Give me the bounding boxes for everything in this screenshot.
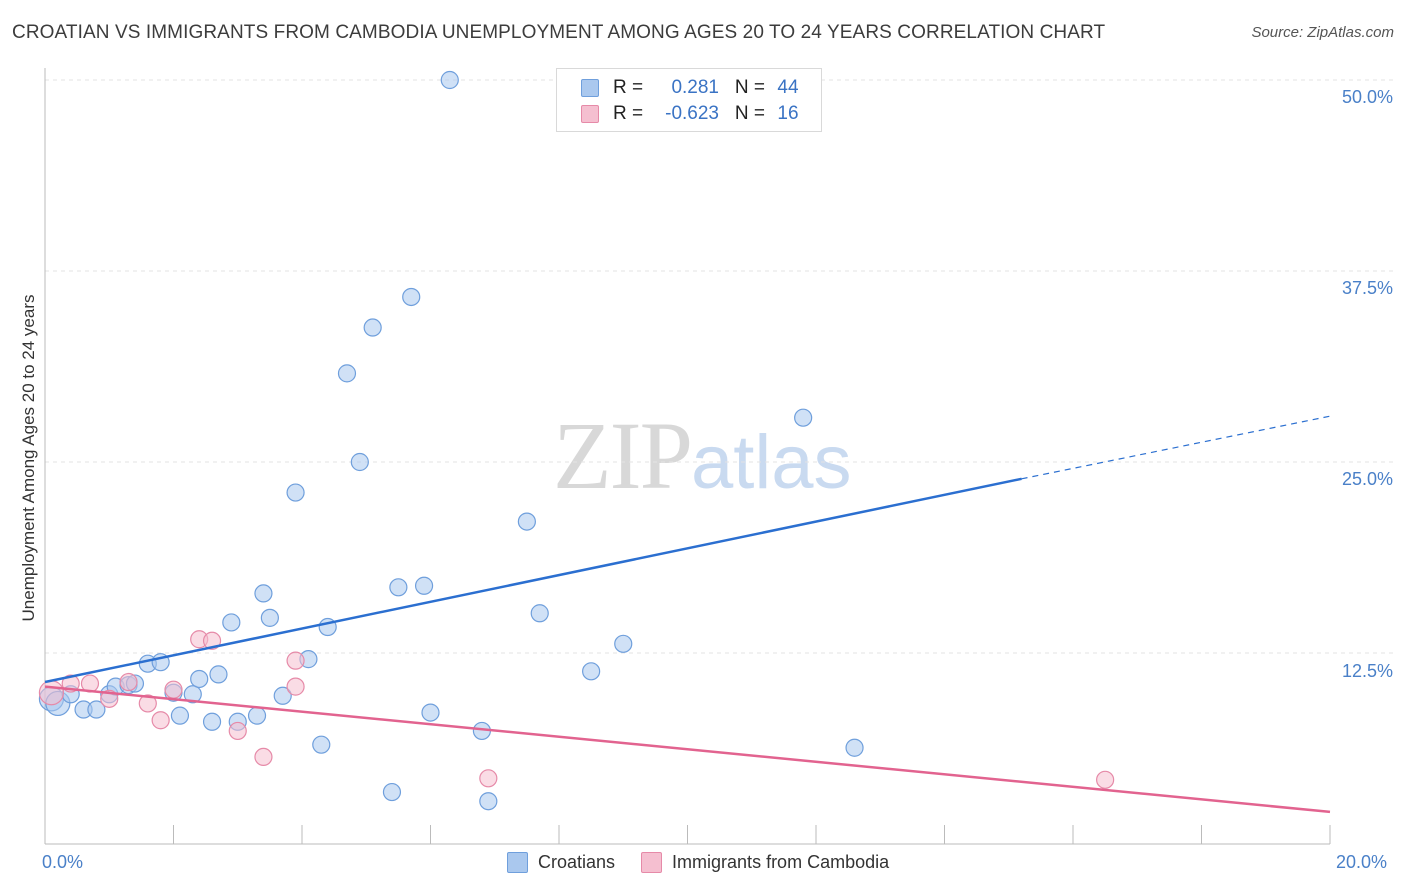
croatian-point-14 — [190, 669, 209, 689]
cambodia-point-9 — [202, 631, 222, 650]
x-tick-label-0: 0.0% — [42, 852, 84, 872]
croatian-point-34 — [421, 703, 440, 722]
legend-n-value: 44 — [777, 77, 799, 98]
cambodia-point-3 — [100, 689, 119, 708]
croatian-point-13 — [183, 685, 202, 704]
y-axis-label: Unemployment Among Ages 20 to 24 years — [19, 294, 38, 622]
croatian-point-33 — [414, 576, 434, 595]
cambodia-point-12 — [286, 651, 305, 670]
series-legend: Croatians Immigrants from Cambodia — [507, 852, 915, 873]
croatian-point-40 — [582, 662, 601, 681]
source-label: Source: ZipAtlas.com — [1251, 24, 1394, 41]
cambodia-point-4 — [119, 672, 138, 692]
legend-row-croatians: R = 0.281 N = 44 — [581, 77, 805, 99]
croatian-trend-extension — [1021, 415, 1331, 480]
croatian-point-23 — [286, 483, 305, 502]
croatian-point-21 — [260, 608, 279, 627]
legend-swatch-blue — [507, 852, 528, 873]
cambodia-point-15 — [1096, 770, 1115, 789]
y-tick-label-37-5: 37.5% — [1341, 278, 1393, 298]
croatian-point-25 — [312, 735, 331, 754]
legend-r-label: R = — [613, 103, 644, 124]
cambodia-point-7 — [164, 680, 183, 699]
croatian-point-29 — [363, 318, 382, 337]
watermark-zip: ZIP — [553, 402, 693, 509]
legend-r-value: 0.281 — [671, 77, 719, 98]
legend-n-value: 16 — [777, 103, 799, 124]
legend-label-cambodia: Immigrants from Cambodia — [672, 852, 890, 872]
x-tick-label-20: 20.0% — [1336, 852, 1388, 872]
legend-r-value: -0.623 — [665, 103, 719, 124]
legend-item-cambodia[interactable]: Immigrants from Cambodia — [641, 852, 889, 873]
cambodia-trend-line — [44, 685, 1331, 814]
croatian-point-41 — [614, 634, 633, 653]
croatian-point-27 — [337, 364, 357, 383]
croatian-point-15 — [202, 712, 222, 731]
legend-swatch-pink — [641, 852, 663, 873]
croatian-point-16 — [209, 665, 228, 684]
legend-r-label: R = — [613, 77, 644, 98]
cambodia-point-5 — [138, 694, 157, 713]
croatian-point-31 — [389, 578, 408, 597]
croatian-point-37 — [479, 792, 498, 811]
croatian-point-42 — [794, 408, 813, 427]
y-tick-label-12-5: 12.5% — [1341, 661, 1393, 681]
cambodia-point-13 — [286, 677, 305, 696]
correlation-legend: R = 0.281 N = 44 R = -0.623 N = 16 — [556, 68, 822, 132]
croatian-point-30 — [382, 782, 402, 802]
legend-n-label: N = — [734, 103, 765, 124]
croatian-point-39 — [530, 604, 549, 623]
croatian-point-43 — [845, 738, 864, 757]
croatian-point-17 — [222, 613, 241, 632]
cambodia-point-10 — [228, 721, 247, 741]
legend-swatch-blue — [581, 79, 599, 97]
croatian-point-22 — [273, 686, 292, 705]
croatian-point-12 — [170, 706, 190, 725]
croatian-point-28 — [350, 452, 369, 472]
croatian-trend-line — [44, 477, 1022, 684]
croatian-point-32 — [402, 287, 421, 307]
croatian-point-20 — [254, 584, 273, 603]
cambodia-point-0 — [38, 680, 65, 706]
chart-title: CROATIAN VS IMMIGRANTS FROM CAMBODIA UNE… — [12, 22, 1106, 43]
cambodia-point-11 — [254, 747, 273, 767]
legend-row-cambodia: R = -0.623 N = 16 — [581, 103, 805, 125]
y-tick-label-25: 25.0% — [1341, 469, 1393, 489]
y-tick-label-50: 50.0% — [1341, 87, 1393, 107]
croatian-point-35 — [440, 70, 459, 90]
cambodia-point-6 — [151, 711, 170, 730]
legend-swatch-pink — [581, 105, 599, 123]
croatian-point-19 — [247, 706, 267, 725]
cambodia-point-14 — [479, 769, 498, 788]
legend-label-croatians: Croatians — [538, 852, 616, 872]
croatian-point-4 — [87, 700, 106, 719]
legend-item-croatians[interactable]: Croatians — [507, 852, 615, 873]
croatian-point-38 — [517, 512, 536, 531]
legend-n-label: N = — [734, 77, 765, 98]
